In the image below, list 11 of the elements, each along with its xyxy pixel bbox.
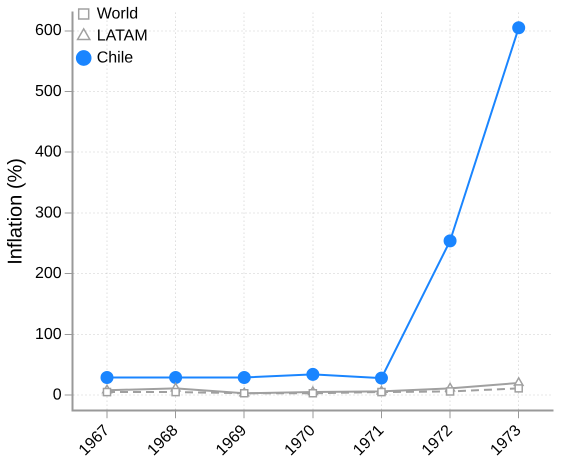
- y-tick-label: 100: [34, 326, 62, 343]
- legend-label: World: [96, 5, 138, 22]
- y-tick-label: 500: [34, 82, 62, 100]
- legend-label: LATAM: [96, 27, 148, 44]
- y-tick-label: 200: [34, 265, 62, 282]
- y-tick-label: 0: [52, 386, 62, 404]
- y-tick-label: 400: [34, 144, 62, 161]
- y-axis-title: Inflation (%): [4, 158, 27, 265]
- y-tick-label: 300: [34, 204, 62, 222]
- legend-label: Chile: [96, 49, 134, 66]
- y-tick-label: 600: [34, 22, 62, 40]
